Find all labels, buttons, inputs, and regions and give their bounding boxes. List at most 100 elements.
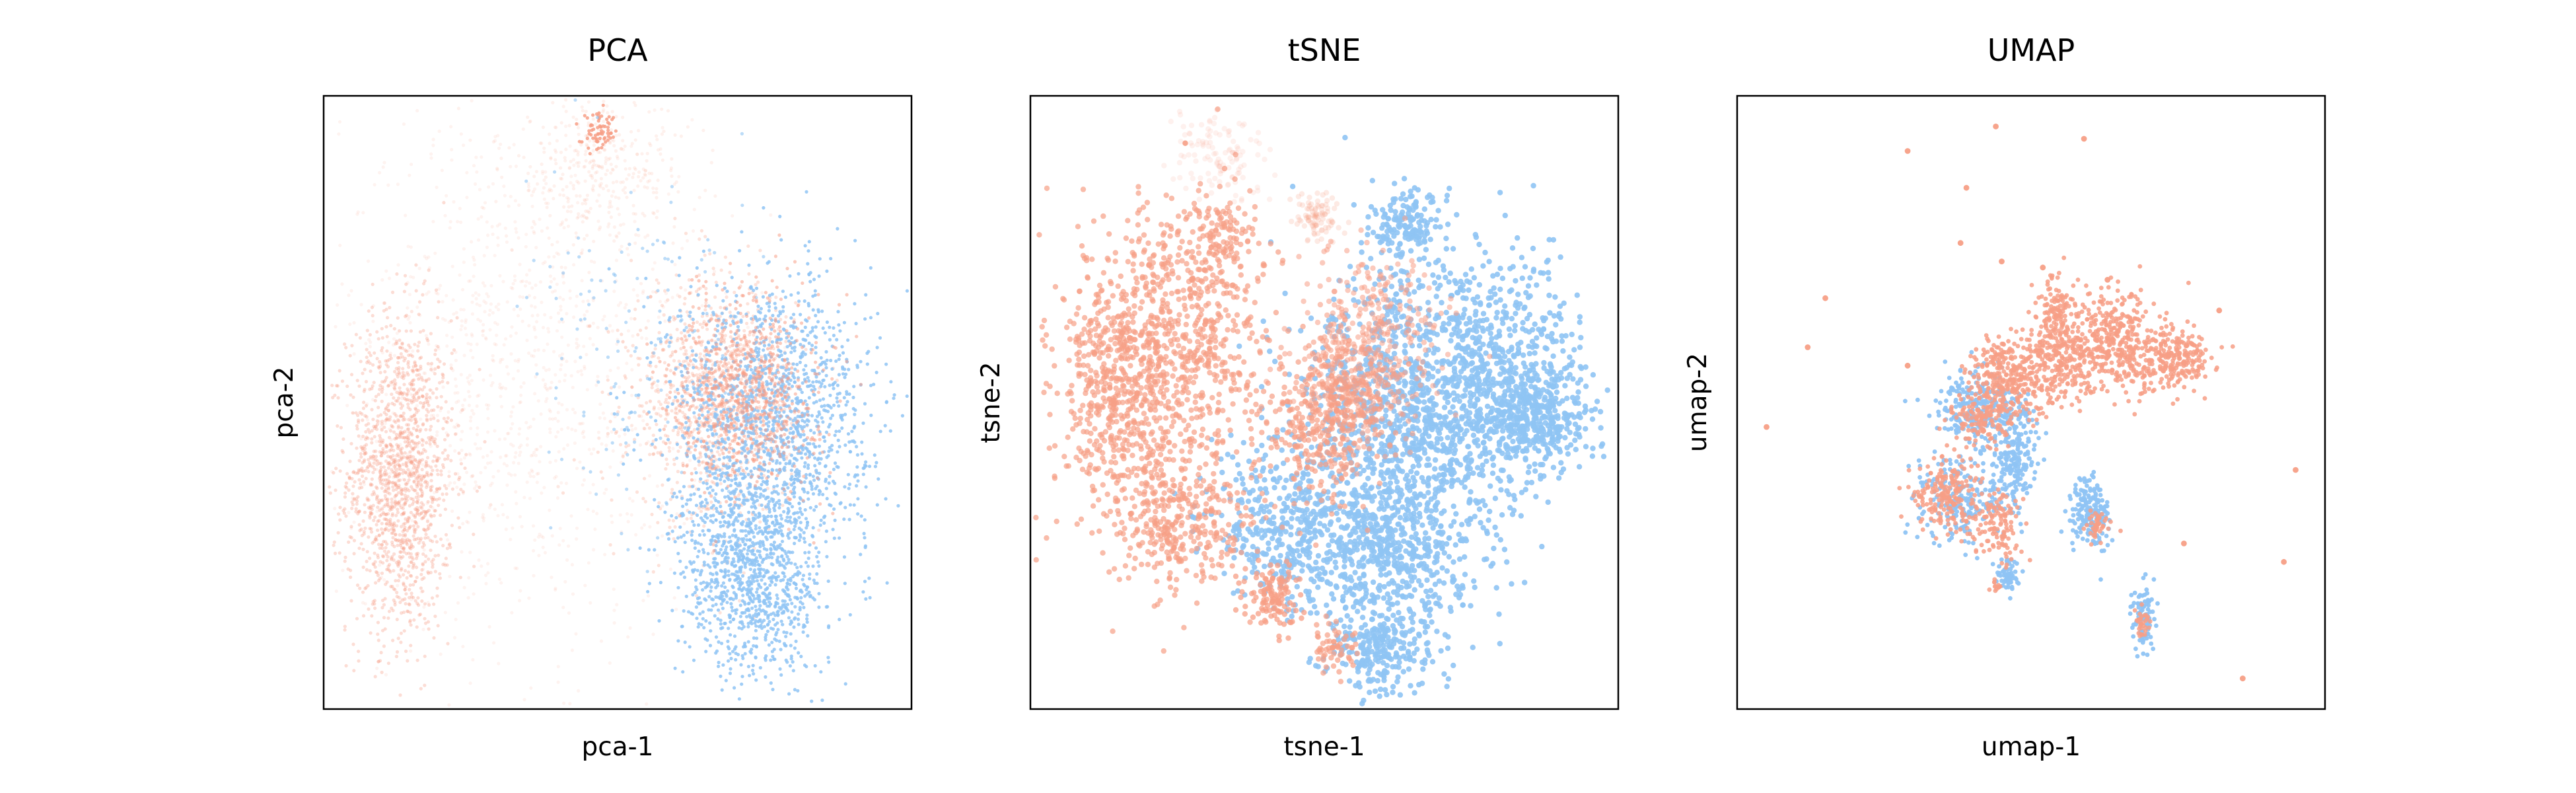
point-pca-s0-1314: [395, 591, 399, 595]
point-pca-s0-2203: [409, 649, 413, 653]
point-pca-s0-3522: [678, 445, 682, 449]
point-pca-s0-166: [400, 492, 404, 496]
point-pca-s0-1356: [450, 487, 455, 491]
point-pca-s1-4280: [816, 310, 820, 314]
point-pca-s0-806: [341, 509, 345, 513]
point-pca-s0-2345: [504, 387, 508, 391]
point-pca-s0-2395: [550, 576, 554, 580]
point-pca-s0-513: [403, 373, 407, 377]
point-pca-s0-1088: [433, 509, 437, 513]
point-pca-s1-4299: [666, 437, 670, 441]
point-pca-s0-3558: [675, 338, 679, 343]
point-pca-s1-4331: [826, 403, 830, 408]
point-pca-s0-1695: [505, 300, 509, 304]
point-pca-s0-2897: [605, 117, 609, 122]
point-pca-s0-225: [405, 543, 410, 547]
point-pca-s0-2066: [554, 459, 558, 463]
point-pca-s1-4282: [816, 320, 820, 324]
point-pca-s0-995: [392, 545, 396, 548]
point-pca-s0-2378: [532, 548, 536, 553]
point-pca-s0-235: [443, 448, 447, 452]
point-pca-s1-4864: [807, 341, 811, 346]
point-pca-s1-4708: [732, 405, 736, 409]
point-pca-s0-2055: [474, 484, 479, 488]
point-pca-s0-2029: [452, 200, 456, 204]
point-pca-s0-3691: [667, 518, 671, 522]
point-pca-s0-2589: [615, 235, 619, 239]
point-pca-s0-1953: [468, 419, 473, 423]
point-pca-s0-111: [410, 415, 415, 419]
point-pca-s0-1805: [536, 399, 540, 403]
point-pca-s1-4683: [766, 387, 771, 391]
point-pca-s0-922: [413, 418, 417, 422]
point-pca-s0-3205: [657, 330, 661, 334]
point-pca-s0-2773: [548, 213, 552, 217]
point-pca-s0-1851: [606, 426, 610, 430]
point-pca-s0-408: [398, 435, 402, 439]
point-pca-s0-1437: [404, 592, 408, 596]
point-pca-s0-1299: [425, 527, 429, 531]
point-pca-s0-206: [417, 441, 421, 445]
point-pca-s0-1925: [379, 506, 383, 510]
point-pca-s1-4220: [817, 488, 822, 493]
point-pca-s0-1806: [459, 437, 463, 442]
point-pca-s1-4993: [766, 261, 769, 265]
point-pca-s0-2657: [577, 164, 581, 169]
point-pca-s0-228: [404, 486, 408, 490]
point-pca-s0-760: [408, 587, 411, 591]
point-pca-s0-1962: [445, 293, 448, 297]
point-pca-s0-2836: [580, 105, 584, 109]
point-pca-s1-4341: [670, 529, 674, 533]
point-pca-s0-2427: [543, 313, 547, 317]
point-pca-s0-2124: [472, 274, 476, 278]
point-pca-s0-356: [421, 474, 425, 478]
point-pca-s0-2572: [578, 194, 582, 198]
point-pca-s0-1484: [396, 356, 400, 360]
point-pca-s0-664: [405, 371, 410, 375]
point-pca-s0-847: [405, 576, 409, 580]
point-pca-s0-200: [377, 461, 381, 466]
point-pca-s0-544: [426, 410, 431, 414]
point-pca-s0-2611: [601, 186, 606, 190]
point-pca-s0-3840: [615, 430, 619, 434]
point-pca-s0-609: [366, 436, 370, 440]
point-pca-s0-697: [435, 487, 439, 491]
point-pca-s0-1697: [589, 601, 592, 605]
point-pca-s0-2370: [568, 144, 572, 148]
point-pca-s0-434: [373, 675, 377, 679]
point-pca-s0-2803: [671, 241, 675, 245]
point-pca-s0-1677: [655, 553, 659, 557]
point-pca-s0-1379: [408, 545, 412, 549]
point-pca-s0-1933: [582, 478, 587, 482]
point-pca-s0-2215: [557, 379, 561, 383]
point-pca-s0-763: [373, 565, 377, 569]
point-pca-s0-2823: [545, 206, 549, 209]
point-pca-s0-2680: [559, 151, 563, 155]
point-pca-s0-1157: [344, 514, 348, 518]
point-pca-s1-4595: [772, 394, 776, 398]
point-pca-s0-1640: [552, 277, 556, 281]
point-pca-s0-72: [433, 535, 437, 539]
point-pca-s0-1553: [497, 302, 501, 306]
point-pca-s0-1092: [402, 376, 406, 381]
point-pca-s0-2864: [575, 118, 579, 122]
point-pca-s0-2819: [544, 201, 548, 206]
point-pca-s0-3345: [682, 302, 686, 306]
point-pca-s0-254: [404, 552, 409, 556]
point-pca-s0-367: [399, 556, 403, 560]
point-pca-s1-4893: [685, 384, 689, 388]
point-pca-s1-4963: [833, 434, 837, 437]
point-pca-s0-2207: [564, 124, 568, 128]
point-pca-s0-509: [365, 466, 369, 470]
point-pca-s0-1875: [580, 279, 584, 283]
point-pca-s0-3096: [670, 488, 674, 492]
point-pca-s0-307: [429, 424, 433, 428]
point-pca-s0-885: [357, 510, 361, 513]
point-pca-s0-3799: [651, 434, 655, 437]
point-pca-s1-4017: [699, 477, 703, 481]
point-pca-s0-629: [436, 358, 440, 361]
point-pca-s0-1086: [400, 342, 404, 346]
point-pca-s0-888: [442, 201, 446, 205]
point-pca-s0-2580: [468, 138, 472, 142]
point-pca-s0-842: [380, 451, 384, 455]
